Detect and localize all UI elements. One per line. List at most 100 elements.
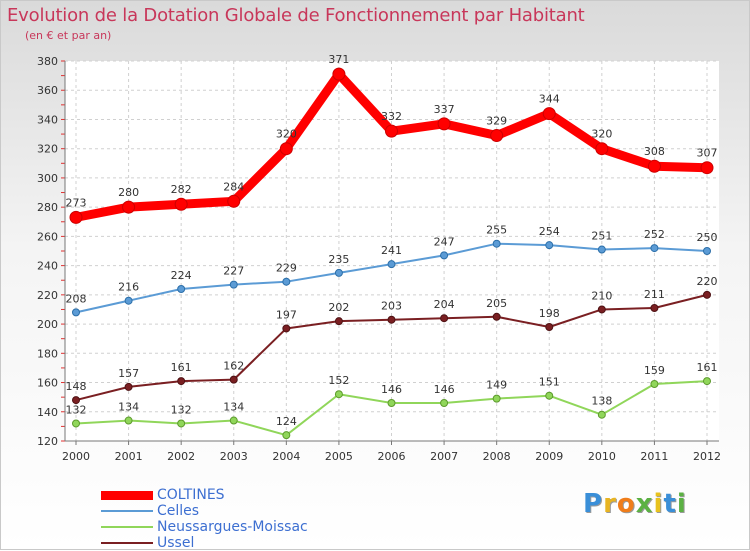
proxiti-logo: Proxiti (583, 489, 687, 519)
x-tick-label: 2010 (588, 450, 616, 463)
data-point-coltines (595, 142, 609, 156)
data-point-coltines (542, 107, 556, 121)
data-point-coltines (279, 142, 293, 156)
data-label-neussargues-moissac: 152 (328, 374, 349, 387)
data-point-neussargues-moissac (229, 416, 238, 425)
data-point-ussel (334, 317, 343, 326)
y-tick-label: 120 (37, 435, 58, 448)
data-point-celles (387, 260, 396, 269)
legend-label-celles: Celles (157, 503, 200, 519)
data-point-neussargues-moissac (440, 399, 449, 407)
legend-swatch-ussel (101, 542, 153, 544)
x-tick-label: 2006 (378, 450, 406, 463)
data-point-coltines (227, 194, 241, 208)
data-label-coltines: 344 (539, 93, 560, 106)
x-tick-label: 2008 (483, 450, 511, 463)
data-point-neussargues-moissac (177, 419, 186, 428)
data-label-neussargues-moissac: 132 (171, 403, 192, 416)
x-tick-label: 2009 (535, 450, 563, 463)
data-label-neussargues-moissac: 151 (539, 376, 560, 389)
data-point-coltines (69, 210, 83, 224)
legend-label-neussargues-moissac: Neussargues-Moissac (157, 519, 308, 535)
data-label-ussel: 198 (539, 307, 560, 320)
data-point-neussargues-moissac (703, 377, 711, 386)
data-point-ussel (72, 396, 80, 405)
data-label-celles: 241 (381, 244, 402, 257)
x-tick-label: 2004 (272, 450, 300, 463)
data-point-neussargues-moissac (545, 391, 554, 400)
legend-swatch-neussargues-moissac (101, 526, 153, 528)
data-point-celles (703, 247, 711, 255)
data-point-celles (177, 285, 186, 293)
data-point-coltines (700, 161, 714, 175)
data-point-neussargues-moissac (72, 419, 80, 428)
data-label-coltines: 332 (381, 110, 402, 123)
data-label-celles: 250 (697, 231, 718, 244)
data-label-neussargues-moissac: 159 (644, 364, 665, 377)
data-label-celles: 252 (644, 228, 665, 241)
data-label-ussel: 211 (644, 288, 665, 301)
legend-item-ussel: Ussel (101, 535, 308, 551)
data-point-ussel (124, 382, 133, 391)
y-tick-label: 340 (37, 113, 58, 126)
data-point-ussel (650, 304, 659, 312)
data-label-ussel: 203 (381, 300, 402, 313)
data-label-celles: 216 (118, 281, 139, 294)
data-label-neussargues-moissac: 124 (276, 415, 297, 428)
data-point-coltines (437, 117, 451, 131)
data-label-celles: 208 (66, 292, 87, 305)
data-label-celles: 255 (486, 224, 507, 237)
y-tick-label: 220 (37, 289, 58, 302)
legend-label-ussel: Ussel (157, 535, 195, 551)
data-label-ussel: 202 (328, 301, 349, 314)
data-point-coltines (174, 197, 188, 211)
data-point-celles (334, 268, 343, 277)
data-label-coltines: 371 (328, 53, 349, 66)
data-point-coltines (490, 129, 504, 143)
y-tick-label: 360 (37, 84, 58, 97)
data-point-celles (229, 280, 238, 289)
data-point-celles (282, 277, 291, 286)
data-label-ussel: 205 (486, 297, 507, 310)
data-label-coltines: 320 (591, 128, 612, 141)
legend-swatch-coltines (101, 490, 153, 500)
legend-item-celles: Celles (101, 503, 308, 519)
x-tick-label: 2011 (640, 450, 668, 463)
data-point-neussargues-moissac (492, 394, 501, 403)
data-label-coltines: 329 (486, 115, 507, 128)
x-tick-label: 2003 (220, 450, 248, 463)
data-point-celles (72, 308, 80, 317)
data-label-ussel: 204 (434, 298, 455, 311)
data-label-ussel: 210 (591, 289, 612, 302)
data-point-neussargues-moissac (650, 380, 659, 388)
data-label-celles: 227 (223, 265, 244, 278)
data-label-neussargues-moissac: 138 (591, 395, 612, 408)
data-label-ussel: 148 (66, 380, 87, 393)
data-label-celles: 224 (171, 269, 192, 282)
data-point-celles (440, 251, 449, 260)
x-tick-label: 2012 (693, 450, 721, 463)
y-tick-label: 160 (37, 377, 58, 390)
legend-label-coltines: COLTINES (157, 487, 225, 503)
data-point-ussel (229, 375, 238, 384)
legend-item-neussargues-moissac: Neussargues-Moissac (101, 519, 308, 535)
data-point-coltines (647, 159, 661, 173)
legend-item-coltines: COLTINES (101, 487, 308, 503)
x-tick-label: 2005 (325, 450, 353, 463)
legend-swatch-celles (101, 510, 153, 512)
y-tick-label: 240 (37, 260, 58, 273)
data-label-coltines: 282 (171, 183, 192, 196)
data-label-celles: 229 (276, 262, 297, 275)
data-label-neussargues-moissac: 146 (434, 383, 455, 396)
data-label-coltines: 320 (276, 128, 297, 141)
data-point-celles (545, 241, 554, 250)
data-point-celles (124, 296, 133, 305)
data-label-celles: 235 (328, 253, 349, 266)
data-point-celles (492, 239, 501, 248)
data-label-neussargues-moissac: 132 (66, 403, 87, 416)
y-tick-label: 260 (37, 230, 58, 243)
data-label-coltines: 307 (697, 147, 718, 160)
data-point-ussel (492, 312, 501, 321)
data-point-celles (650, 244, 659, 253)
